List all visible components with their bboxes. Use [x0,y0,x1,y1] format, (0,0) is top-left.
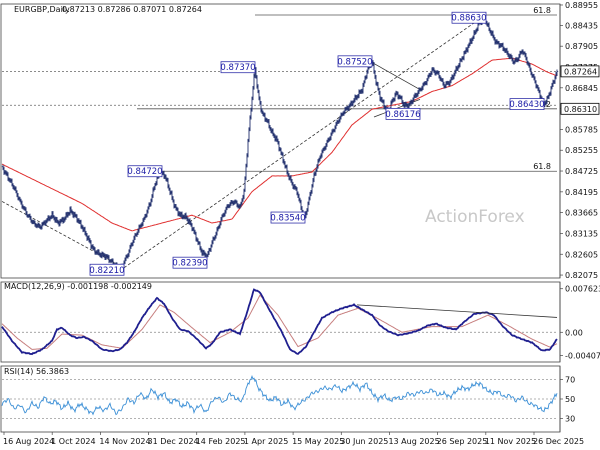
x-tick-label: 31 Dec 2024 [148,437,199,446]
x-tick-label: 30 Jun 2025 [340,437,388,446]
annotation-box [172,256,208,269]
x-tick-label: 14 Nov 2024 [99,437,150,446]
annotation-box [127,165,163,178]
price-ohlc: 0.87213 0.87286 0.87071 0.87264 [62,5,202,14]
price-y-tick-label: 0.87905 [565,42,598,51]
price-y-tick-label: 0.88435 [565,21,598,30]
x-tick-label: 1 Oct 2024 [51,437,95,446]
annotation-label: 0.83540 [270,211,306,224]
macd-title: MACD(12,26,9) -0.001198 -0.002149 [4,282,152,291]
x-tick-label: 15 May 2025 [292,437,344,446]
annotation-text: 0.86430 [509,100,544,110]
annotation-box [451,11,487,24]
x-tick-label: 16 Aug 2024 [3,437,54,446]
annotation-box [220,61,256,74]
annotation-text: 0.82210 [89,266,124,276]
annotation-label: 0.82210 [89,263,125,276]
macd-y-tick-label: -0.004073 [565,352,600,361]
annotation-label: 0.84720 [127,165,163,178]
price-panel: EURGBP,Daily 0.87213 0.87286 0.87071 0.8… [1,1,600,280]
x-tick-label: 26 Sep 2025 [437,437,488,446]
trendline [369,60,421,90]
annotation-box [89,263,125,276]
annotation-box [337,55,373,68]
rsi-y-tick-label: 50 [565,395,575,404]
annotation-box [270,211,306,224]
annotation-box [385,108,421,120]
macd-line [1,288,558,356]
price-y-tick-label: 0.84725 [565,167,598,176]
rsi-y-tick-label: 70 [565,376,575,385]
rsi-y-tick-label: 30 [565,414,575,423]
annotation-text: 0.87520 [337,57,372,67]
macd-frame [0,281,561,363]
price-y-tick-label: 0.83135 [565,229,598,238]
price-y-tick-label: 0.83665 [565,209,598,218]
moving-average-line [1,57,558,232]
annotation-label: 0.86430 [509,98,545,111]
price-y-tick-label: 0.84195 [565,188,598,197]
price-y-tick-label: 0.88955 [565,1,598,10]
annotation-text: 0.82390 [172,259,207,269]
annotation-label: 0.88630 [451,11,487,24]
annotation-box [509,98,545,111]
annotation-text: 0.86176 [385,110,420,120]
x-tick-label: 13 Aug 2025 [388,437,439,446]
annotation-label: 0.87370 [220,61,256,74]
rsi-title: RSI(14) 56.3863 [4,367,69,376]
current-price-label: 0.87264 [564,67,597,76]
macd-panel: MACD(12,26,9) -0.001198 -0.002149 0.0076… [1,282,600,361]
rsi-panel: RSI(14) 56.3863 70 50 30 [1,367,575,423]
annotation-text: 0.87370 [220,63,255,73]
rsi-frame [0,365,561,433]
annotation-label: 0.87520 [337,55,373,68]
price-y-tick-label: 0.82075 [565,271,598,280]
annotation-text: 0.83540 [270,214,305,224]
current-price-box [560,65,600,78]
macd-trendline [356,304,558,318]
watermark: ActionForex [425,207,525,227]
price-y-tick-label: 0.82605 [565,250,598,259]
annotation-text: 0.88630 [451,14,486,24]
rsi-line [1,375,558,416]
x-tick-label: 11 Nov 2025 [485,437,536,446]
annotation-label: 0.86176 [385,108,421,120]
price-title: EURGBP,Daily [14,5,70,14]
trendline [123,14,487,269]
macd-signal-line [1,294,558,350]
price-y-tick-label: 0.85785 [565,125,598,134]
macd-y-tick-label: 0.00 [565,328,583,337]
fib-level-label: 61.8 [533,6,551,15]
annotation-text: 0.84720 [127,167,162,177]
price-y-tick-label: 0.86845 [565,84,598,93]
price-y-tick-label: 0.85255 [565,146,598,155]
x-tick-label: 1 Apr 2025 [244,437,288,446]
annotation-label: 0.82390 [172,256,208,269]
level-price-box [560,102,600,115]
x-tick-label: 14 Feb 2025 [196,437,246,446]
level-price-label: 0.86310 [564,105,597,114]
x-tick-label: 26 Dec 2025 [533,437,584,446]
price-frame [0,3,561,279]
fib-level-label: 61.8 [533,162,551,171]
macd-y-tick-label: 0.007623 [565,285,600,294]
